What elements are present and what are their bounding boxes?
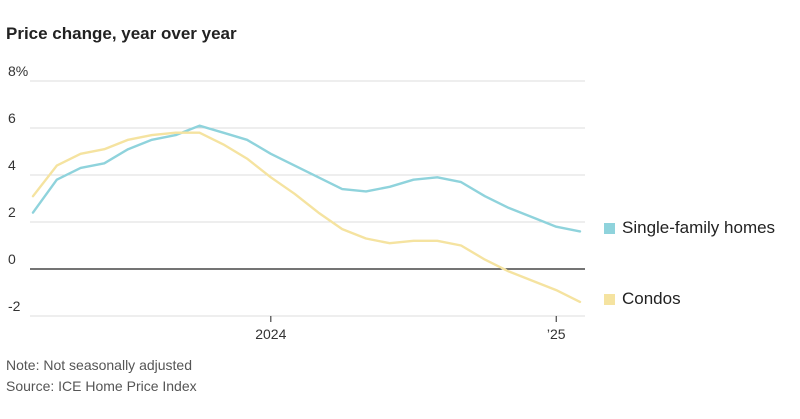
footnote: Note: Not seasonally adjusted [6,357,192,373]
y-tick-label: -2 [8,298,21,314]
series-line-single-family [31,124,582,233]
chart-title: Price change, year over year [6,24,237,43]
y-tick-label: 6 [8,110,16,126]
y-tick-label: 2 [8,204,16,220]
series-line-condos [31,131,582,304]
legend-swatch-condos [604,293,615,305]
legend-label-condos: Condos [622,289,681,308]
legend-label-single-family: Single-family homes [622,218,776,237]
legend-item-single-family: Single-family homes [604,218,775,238]
x-tick-label: 2024 [255,326,286,342]
y-tick-label: 8% [8,63,28,79]
legend-item-condos: Condos [604,289,681,309]
y-tick-label: 4 [8,157,16,173]
source-note: Source: ICE Home Price Index [6,378,197,394]
x-tick-label: ’25 [547,326,566,342]
legend-swatch-single-family [604,222,615,234]
y-tick-label: 0 [8,251,16,267]
